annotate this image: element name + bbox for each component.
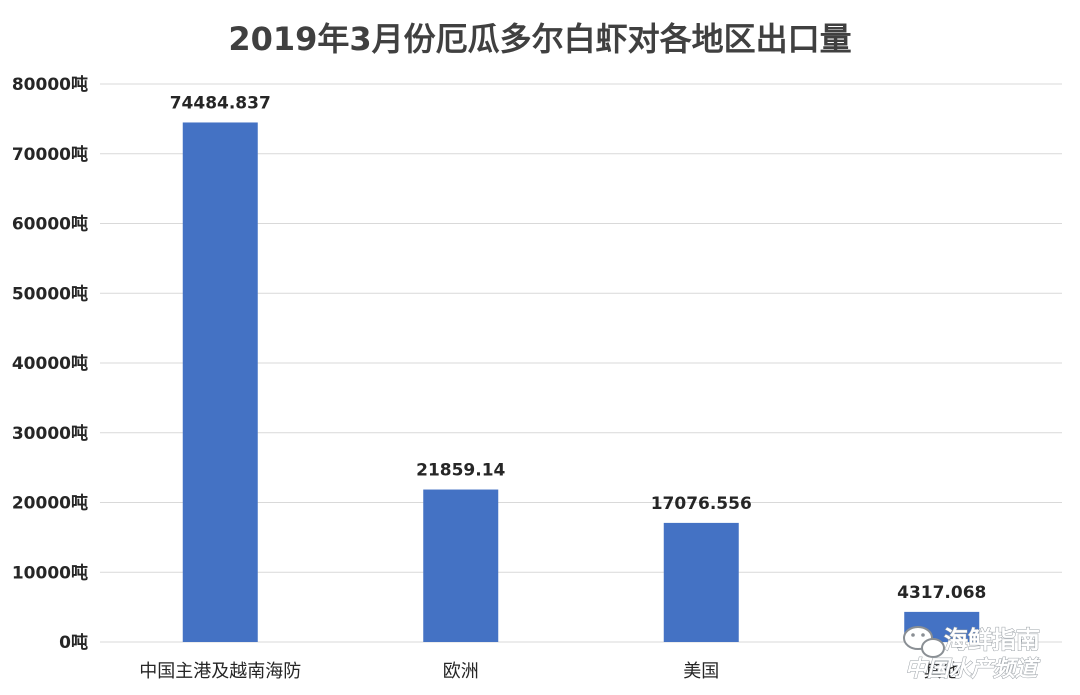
data-label: 17076.556 <box>651 494 752 514</box>
y-tick-label: 80000吨 <box>12 74 88 95</box>
y-tick-label: 40000吨 <box>12 353 88 374</box>
chart-title: 2019年3月份厄瓜多尔白虾对各地区出口量 <box>228 20 851 58</box>
x-axis-ticks: 中国主港及越南海防 欧洲 美国 其他 <box>139 661 960 682</box>
x-tick-label: 欧洲 <box>443 661 479 682</box>
data-label: 74484.837 <box>170 93 271 113</box>
gridlines <box>100 83 1062 643</box>
data-labels: 74484.837 21859.14 17076.556 4317.068 <box>170 93 987 602</box>
y-tick-label: 50000吨 <box>12 283 88 304</box>
y-tick-label: 20000吨 <box>12 493 88 514</box>
x-tick-label: 美国 <box>683 661 719 682</box>
y-tick-label: 0吨 <box>59 632 88 653</box>
data-label: 4317.068 <box>897 583 986 603</box>
wechat-icon <box>903 626 945 658</box>
watermark-line1: 海鲜指南 <box>944 626 1040 654</box>
watermark-line2: 中国水产频道 <box>905 656 1041 682</box>
bars <box>182 122 980 642</box>
bar <box>423 489 499 642</box>
x-tick-label: 中国主港及越南海防 <box>139 661 301 682</box>
y-tick-label: 70000吨 <box>12 144 88 165</box>
y-tick-label: 60000吨 <box>12 214 88 235</box>
bar <box>663 522 739 642</box>
x-tick-label: 其他 <box>924 661 960 682</box>
y-tick-label: 30000吨 <box>12 423 88 444</box>
data-label: 21859.14 <box>416 461 505 481</box>
y-tick-label: 10000吨 <box>12 562 88 583</box>
y-axis-ticks: 0吨 10000吨 20000吨 30000吨 40000吨 50000吨 60000吨 70… <box>12 74 88 653</box>
bar <box>182 122 258 642</box>
watermark: 海鲜指南 中国水产频道 <box>903 626 1042 683</box>
